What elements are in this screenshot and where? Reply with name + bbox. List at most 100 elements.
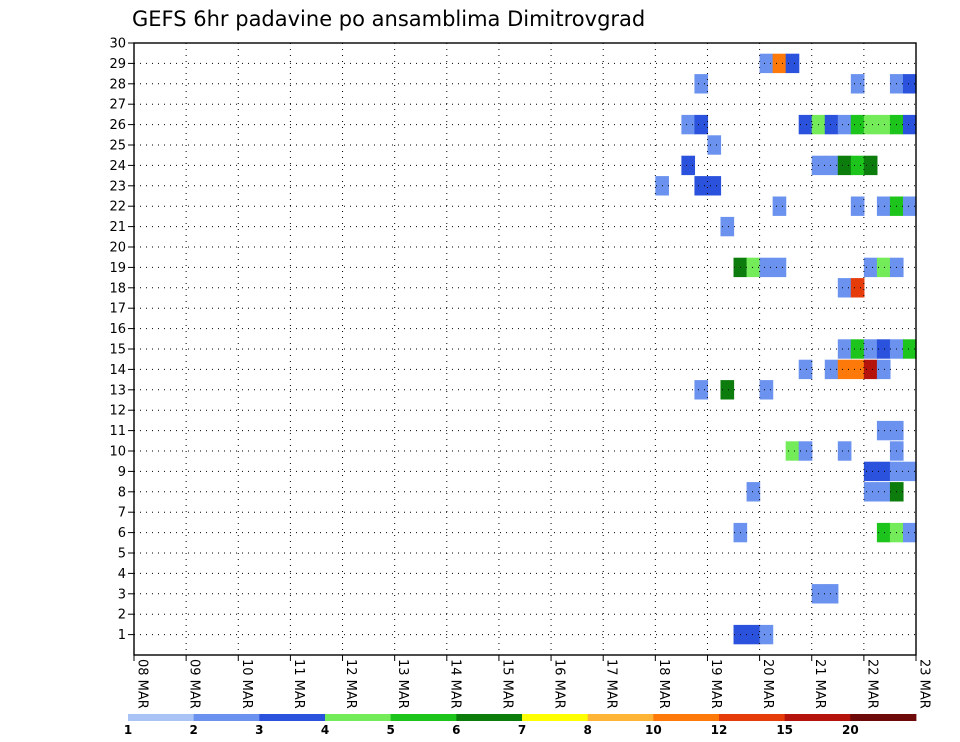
cell-group — [655, 53, 917, 645]
legend-swatch — [719, 714, 786, 721]
data-cell — [759, 380, 774, 400]
data-cell — [863, 339, 878, 359]
legend-swatch — [850, 714, 917, 721]
y-tick-label: 9 — [118, 465, 126, 480]
data-cell — [694, 74, 709, 94]
x-axis: 08 MAR 09 MAR 10 MAR 11 MAR 12 MAR 13 MAR 14 M… — [133, 655, 932, 709]
data-cell — [720, 380, 735, 400]
data-cell — [798, 441, 813, 461]
data-cell — [759, 624, 774, 645]
legend-swatch — [653, 714, 720, 721]
data-cell — [863, 461, 878, 482]
legend-label: 12 — [711, 723, 728, 737]
y-tick-label: 23 — [109, 179, 126, 194]
y-tick-label: 20 — [109, 241, 126, 256]
y-tick-label: 13 — [109, 383, 126, 398]
x-tick-label: 14 MAR — [447, 659, 462, 709]
data-cell — [863, 114, 878, 135]
y-tick-label: 25 — [109, 139, 126, 154]
y-tick-label: 28 — [109, 77, 126, 92]
data-cell — [824, 114, 839, 135]
data-cell — [876, 339, 891, 359]
data-cell — [837, 441, 852, 461]
x-tick-label: 23 MAR — [917, 659, 932, 709]
data-cell — [759, 257, 774, 278]
data-cell — [863, 359, 878, 380]
data-cell — [837, 114, 852, 135]
legend-label: 1 — [124, 723, 132, 737]
legend-swatch — [128, 714, 195, 721]
y-tick-label: 15 — [109, 343, 126, 358]
x-tick-label: 10 MAR — [239, 659, 254, 709]
data-cell — [902, 339, 917, 359]
data-cell — [772, 257, 787, 278]
data-cell — [876, 522, 891, 543]
y-tick-label: 11 — [109, 424, 126, 439]
data-cell — [876, 257, 891, 278]
data-cell — [850, 339, 865, 359]
data-cell — [785, 53, 800, 74]
data-cell — [850, 278, 865, 298]
legend-label: 4 — [321, 723, 329, 737]
y-tick-label: 14 — [109, 363, 126, 378]
data-cell — [694, 114, 709, 135]
chart-title: GEFS 6hr padavine po ansamblima Dimitrov… — [132, 7, 645, 31]
x-tick-label: 18 MAR — [656, 659, 671, 709]
y-tick-label: 19 — [109, 261, 126, 276]
data-cell — [746, 482, 761, 502]
y-tick-label: 5 — [118, 547, 126, 562]
data-cell — [772, 196, 787, 216]
legend-label: 10 — [645, 723, 662, 737]
x-tick-label: 22 MAR — [864, 659, 879, 709]
y-tick-label: 26 — [109, 118, 126, 133]
data-cell — [837, 155, 852, 176]
data-cell — [837, 278, 852, 298]
legend-swatch — [522, 714, 589, 721]
legend-swatch — [390, 714, 457, 721]
data-cell — [876, 359, 891, 380]
x-tick-label: 08 MAR — [135, 659, 150, 709]
legend-swatch — [193, 714, 260, 721]
data-cell — [707, 135, 722, 155]
x-tick-label: 17 MAR — [604, 659, 619, 709]
y-tick-label: 4 — [118, 567, 126, 582]
y-tick-label: 29 — [109, 57, 126, 72]
x-tick-label: 20 MAR — [760, 659, 775, 709]
data-cell — [902, 74, 917, 94]
x-tick-label: 11 MAR — [291, 659, 306, 709]
y-tick-label: 17 — [109, 302, 126, 317]
data-cell — [863, 155, 878, 176]
x-tick-label: 12 MAR — [343, 659, 358, 709]
y-tick-label: 16 — [109, 322, 126, 337]
legend-label: 6 — [452, 723, 460, 737]
y-tick-label: 30 — [109, 37, 126, 52]
data-cell — [902, 522, 917, 543]
x-tick-label: 15 MAR — [499, 659, 514, 709]
data-cell — [746, 257, 761, 278]
y-tick-label: 21 — [109, 220, 126, 235]
legend-swatch — [325, 714, 392, 721]
y-tick-label: 24 — [109, 159, 126, 174]
legend-label: 3 — [255, 723, 263, 737]
data-cell — [772, 53, 787, 74]
y-tick-label: 12 — [109, 404, 126, 419]
y-tick-label: 6 — [118, 526, 126, 541]
data-cell — [798, 114, 813, 135]
data-cell — [902, 196, 917, 216]
data-cell — [876, 196, 891, 216]
x-tick-label: 21 MAR — [812, 659, 827, 709]
y-tick-label: 3 — [118, 587, 126, 602]
data-cell — [902, 114, 917, 135]
grid-lines — [134, 43, 916, 655]
data-cell — [681, 114, 696, 135]
color-legend: 1 2 3 4 5 6 7 8 10 12 15 20 — [124, 714, 917, 737]
legend-swatch — [259, 714, 326, 721]
legend-swatch — [784, 714, 851, 721]
legend-label: 20 — [842, 723, 859, 737]
data-cell — [876, 420, 891, 441]
legend-label: 7 — [518, 723, 526, 737]
legend-swatch — [456, 714, 523, 721]
data-cell — [837, 359, 852, 380]
legend-swatch — [587, 714, 654, 721]
data-cell — [746, 624, 761, 645]
